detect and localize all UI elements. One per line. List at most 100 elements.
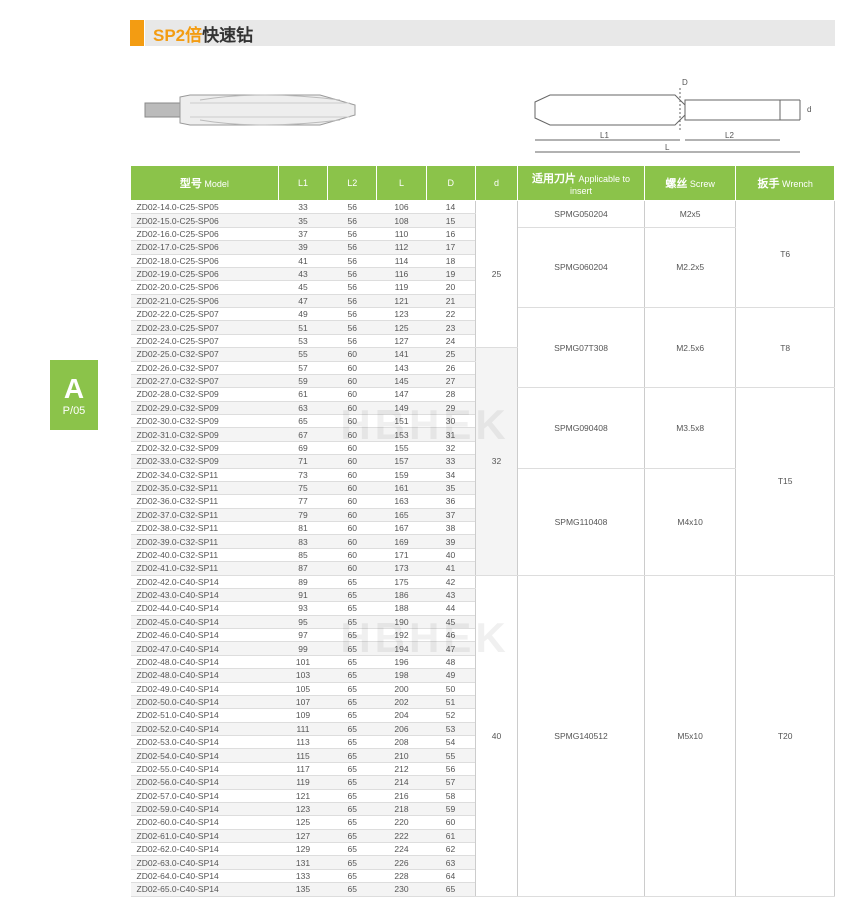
cell: 65: [328, 749, 377, 762]
cell: ZD02-47.0-C40-SP14: [131, 642, 279, 655]
cell: 65: [328, 669, 377, 682]
cell: 62: [426, 843, 475, 856]
cell: 53: [426, 722, 475, 735]
cell: 27: [426, 374, 475, 387]
cell: 169: [377, 535, 426, 548]
cell: 20: [426, 281, 475, 294]
cell: 65: [328, 722, 377, 735]
cell: ZD02-46.0-C40-SP14: [131, 629, 279, 642]
cell: 65: [328, 629, 377, 642]
cell: ZD02-50.0-C40-SP14: [131, 695, 279, 708]
cell: 190: [377, 615, 426, 628]
cell: 123: [377, 308, 426, 321]
cell: 131: [278, 856, 327, 869]
cell: 196: [377, 655, 426, 668]
cell: ZD02-31.0-C32-SP09: [131, 428, 279, 441]
cell: 228: [377, 869, 426, 882]
cell: 60: [328, 455, 377, 468]
cell: 60: [328, 348, 377, 361]
cell: 192: [377, 629, 426, 642]
cell: 23: [426, 321, 475, 334]
group-cell: SPMG140512: [518, 575, 645, 896]
cell: 65: [328, 816, 377, 829]
cell: 56: [328, 308, 377, 321]
group-cell: SPMG110408: [518, 468, 645, 575]
cell: 65: [328, 829, 377, 842]
cell: 65: [328, 655, 377, 668]
col-header: L1: [278, 166, 327, 201]
cell: ZD02-43.0-C40-SP14: [131, 588, 279, 601]
cell: 200: [377, 682, 426, 695]
cell: 42: [426, 575, 475, 588]
cell: 83: [278, 535, 327, 548]
cell: 65: [328, 843, 377, 856]
cell: 114: [377, 254, 426, 267]
cell: 19: [426, 267, 475, 280]
cell: 153: [377, 428, 426, 441]
cell: ZD02-32.0-C32-SP09: [131, 441, 279, 454]
group-cell: SPMG050204: [518, 201, 645, 228]
cell: 56: [328, 201, 377, 214]
cell: 216: [377, 789, 426, 802]
cell: 220: [377, 816, 426, 829]
cell: 63: [426, 856, 475, 869]
cell: 60: [328, 361, 377, 374]
cell: 35: [278, 214, 327, 227]
cell: 43: [278, 267, 327, 280]
cell: 194: [377, 642, 426, 655]
cell: 175: [377, 575, 426, 588]
cell: 30: [426, 415, 475, 428]
col-header: 适用刀片 Applicable to insert: [518, 166, 645, 201]
cell: 67: [278, 428, 327, 441]
cell: ZD02-51.0-C40-SP14: [131, 709, 279, 722]
cell: 224: [377, 843, 426, 856]
sidebar-sub: P/05: [63, 405, 86, 417]
cell: 157: [377, 455, 426, 468]
cell: 65: [328, 709, 377, 722]
cell: ZD02-37.0-C32-SP11: [131, 508, 279, 521]
cell: 188: [377, 602, 426, 615]
cell: 69: [278, 441, 327, 454]
cell: ZD02-26.0-C32-SP07: [131, 361, 279, 374]
cell: 95: [278, 615, 327, 628]
cell: 63: [278, 401, 327, 414]
group-cell: SPMG07T308: [518, 308, 645, 388]
cell: ZD02-25.0-C32-SP07: [131, 348, 279, 361]
cell: 60: [328, 495, 377, 508]
cell: 56: [328, 254, 377, 267]
cell: 60: [328, 535, 377, 548]
cell: 59: [278, 374, 327, 387]
cell: 60: [328, 388, 377, 401]
cell: 93: [278, 602, 327, 615]
diagram-area: L1 L2 L D d: [130, 55, 835, 160]
cell: ZD02-34.0-C32-SP11: [131, 468, 279, 481]
cell: 48: [426, 655, 475, 668]
cell: ZD02-17.0-C25-SP06: [131, 241, 279, 254]
group-cell: 32: [475, 348, 517, 575]
cell: 110: [377, 227, 426, 240]
table-row: ZD02-14.0-C25-SP0533561061425SPMG050204M…: [131, 201, 835, 214]
cell: 60: [426, 816, 475, 829]
cell: 222: [377, 829, 426, 842]
cell: 34: [426, 468, 475, 481]
cell: ZD02-33.0-C32-SP09: [131, 455, 279, 468]
cell: 61: [426, 829, 475, 842]
cell: 65: [328, 695, 377, 708]
col-header: D: [426, 166, 475, 201]
cell: 198: [377, 669, 426, 682]
cell: 55: [278, 348, 327, 361]
cell: 51: [278, 321, 327, 334]
cell: 214: [377, 776, 426, 789]
cell: 230: [377, 883, 426, 896]
cell: 212: [377, 762, 426, 775]
cell: 41: [278, 254, 327, 267]
cell: ZD02-24.0-C25-SP07: [131, 334, 279, 347]
cell: 129: [278, 843, 327, 856]
cell: 44: [426, 602, 475, 615]
cell: 133: [278, 869, 327, 882]
cell: 121: [278, 789, 327, 802]
cell: 15: [426, 214, 475, 227]
cell: 49: [426, 669, 475, 682]
cell: 43: [426, 588, 475, 601]
cell: 218: [377, 802, 426, 815]
